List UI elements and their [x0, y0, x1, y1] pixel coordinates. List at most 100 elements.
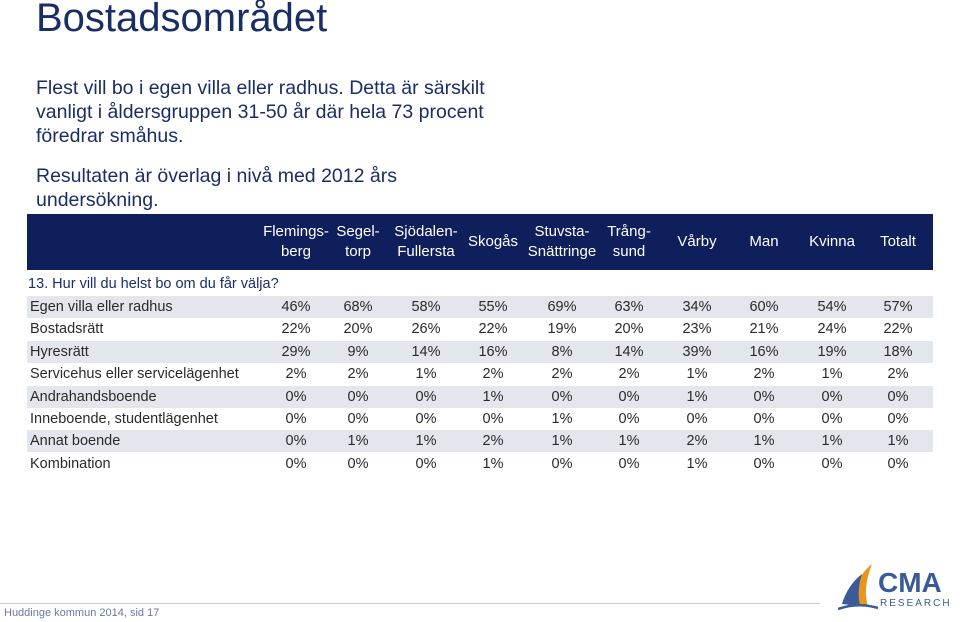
column-header: Sjödalen- Fullersta: [394, 223, 458, 260]
table-cell: 1%: [821, 433, 843, 450]
table-cell: 46%: [281, 299, 311, 315]
table-cell: 63%: [614, 299, 644, 315]
table-cell: 69%: [547, 299, 577, 315]
table-cell: 24%: [817, 321, 847, 338]
table-cell: 18%: [883, 343, 913, 360]
row-label: Bostadsrätt: [30, 321, 104, 338]
cma-research-logo: CMA RESEARCH: [838, 564, 950, 611]
table-cell: 26%: [411, 321, 441, 338]
table-cell: 1%: [482, 455, 504, 472]
table-cell: 0%: [415, 388, 437, 405]
table-cell: 2%: [347, 366, 369, 383]
table-cell: 2%: [887, 366, 909, 383]
table-cell: 0%: [415, 455, 437, 472]
table-cell: 21%: [749, 321, 779, 338]
row-label: Hyresrätt: [30, 343, 89, 360]
table-cell: 0%: [415, 411, 437, 427]
table-cell: 20%: [614, 321, 644, 338]
wave: [838, 604, 879, 611]
sail-blue: [842, 574, 862, 606]
table-cell: 16%: [749, 343, 779, 360]
footer-text: Huddinge kommun 2014, sid 17: [4, 607, 160, 619]
table-cell: 0%: [285, 388, 307, 405]
table-cell: 58%: [411, 299, 441, 315]
table-cell: 0%: [285, 455, 307, 472]
table-cell: 0%: [285, 411, 307, 427]
table-cell: 57%: [883, 299, 913, 315]
table-cell: 0%: [551, 455, 573, 472]
column-header: Stuvsta- Snättringe: [527, 223, 597, 260]
column-header: Totalt: [880, 233, 916, 250]
table-cell: 14%: [411, 343, 441, 360]
table-cell: 0%: [618, 455, 640, 472]
row-label: Egen villa eller radhus: [30, 299, 173, 315]
table-cell: 23%: [682, 321, 712, 338]
table-cell: 2%: [551, 366, 573, 383]
table-cell: 55%: [478, 299, 508, 315]
page-title: Bostadsområdet: [36, 0, 328, 40]
table-cell: 0%: [887, 411, 909, 427]
table-cell: 2%: [285, 366, 307, 383]
row-label: Kombination: [30, 455, 111, 472]
table-cell: 29%: [281, 343, 311, 360]
column-header: Vårby: [677, 233, 717, 250]
table-cell: 1%: [753, 433, 775, 450]
table-cell: 0%: [887, 455, 909, 472]
table-cell: 1%: [551, 433, 573, 450]
intro-paragraph-1: Flest vill bo i egen villa eller radhus.…: [36, 77, 485, 147]
column-header: Flemings- berg: [263, 223, 329, 260]
table-cell: 14%: [614, 343, 644, 360]
table-row: Annat boende 0% 1% 1% 2% 1% 1% 2% 1% 1% 1%: [27, 430, 933, 453]
table-cell: 1%: [686, 388, 708, 405]
logo-wordmark: CMA: [878, 567, 942, 598]
column-header: Man: [749, 233, 779, 250]
table-cell: 0%: [482, 411, 504, 427]
table-header: [27, 214, 933, 270]
table-cell: 1%: [618, 433, 640, 450]
column-header: Kvinna: [809, 233, 855, 250]
row-label: Andrahandsboende: [30, 388, 157, 405]
table-cell: 22%: [281, 321, 311, 338]
table-cell: 1%: [415, 433, 437, 450]
table-row: Egen villa eller radhus 46% 68% 58% 55% 69% 63…: [27, 296, 933, 318]
table-cell: 1%: [821, 366, 843, 383]
table-cell: 1%: [551, 411, 573, 427]
table-cell: 0%: [887, 388, 909, 405]
question-label: 13. Hur vill du helst bo om du får välja…: [28, 276, 279, 292]
table-cell: 1%: [482, 388, 504, 405]
table-cell: 0%: [551, 388, 573, 405]
table-cell: 2%: [482, 433, 504, 450]
table-cell: 1%: [347, 433, 369, 450]
table-cell: 0%: [753, 455, 775, 472]
row-label: Servicehus eller servicelägenhet: [30, 366, 239, 383]
table-cell: 0%: [347, 388, 369, 405]
table-cell: 0%: [686, 411, 708, 427]
column-header: Segel- torp: [336, 223, 380, 260]
table-cell: 2%: [753, 366, 775, 383]
column-header: Skogås: [467, 233, 519, 250]
intro-paragraph-2: Resultaten är överlag i nivå med 2012 år…: [36, 165, 397, 211]
column-header: Trång- sund: [607, 223, 651, 260]
table-cell: 20%: [343, 321, 373, 338]
table-cell: 0%: [821, 455, 843, 472]
table-cell: 8%: [551, 343, 573, 360]
table-cell: 1%: [415, 366, 437, 383]
table-cell: 2%: [618, 366, 640, 383]
intro-text: Flest vill bo i egen villa eller radhus.…: [36, 76, 506, 228]
table-cell: 0%: [347, 455, 369, 472]
table-cell: 39%: [682, 343, 712, 360]
table-cell: 1%: [686, 366, 708, 383]
table-cell: 0%: [618, 411, 640, 427]
table-cell: 0%: [821, 388, 843, 405]
table-cell: 16%: [478, 343, 508, 360]
table-cell: 1%: [887, 433, 909, 450]
table-row: Inneboende, studentlägenhet 0% 0% 0% 0% 1% 0% 0…: [27, 408, 933, 430]
table-cell: 34%: [682, 299, 712, 315]
table-cell: 1%: [686, 455, 708, 472]
table-cell: 68%: [343, 299, 373, 315]
table-cell: 0%: [285, 433, 307, 450]
table-cell: 0%: [753, 388, 775, 405]
row-label: Inneboende, studentlägenhet: [30, 411, 218, 427]
table-row: Kombination 0% 0% 0% 1% 0% 0% 1% 0% 0% 0%: [27, 453, 933, 475]
table-cell: 54%: [817, 299, 847, 315]
